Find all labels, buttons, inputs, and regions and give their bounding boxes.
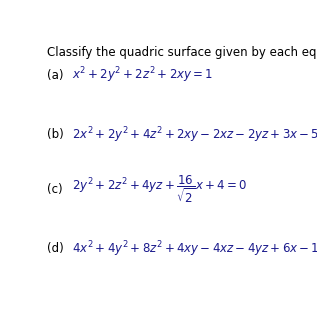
Text: (d): (d) — [47, 242, 64, 255]
Text: Classify the quadric surface given by each equation.: Classify the quadric surface given by ea… — [47, 46, 317, 59]
Text: $2x^2 + 2y^2 + 4z^2 + 2xy - 2xz - 2yz + 3x - 5y + z = 7$: $2x^2 + 2y^2 + 4z^2 + 2xy - 2xz - 2yz + … — [72, 125, 317, 145]
Text: (a): (a) — [47, 69, 63, 82]
Text: $4x^2 + 4y^2 + 8z^2 + 4xy - 4xz - 4yz + 6x - 10y + 2z = \dfrac{9}{4}$: $4x^2 + 4y^2 + 8z^2 + 4xy - 4xz - 4yz + … — [72, 236, 317, 262]
Text: (b): (b) — [47, 128, 64, 141]
Text: $2y^2 + 2z^2 + 4yz + \dfrac{16}{\sqrt{2}}x + 4 = 0$: $2y^2 + 2z^2 + 4yz + \dfrac{16}{\sqrt{2}… — [72, 174, 247, 205]
Text: (c): (c) — [47, 183, 63, 196]
Text: $x^2 + 2y^2 + 2z^2 + 2xy = 1$: $x^2 + 2y^2 + 2z^2 + 2xy = 1$ — [72, 66, 213, 85]
